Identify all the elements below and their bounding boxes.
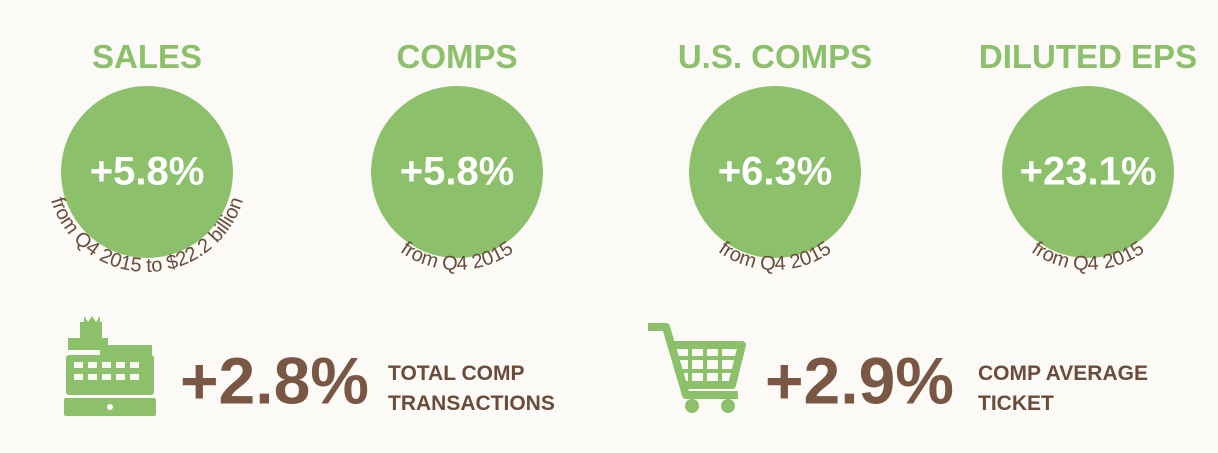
highlight-value: +2.9% xyxy=(765,343,954,417)
metric-title: SALES xyxy=(92,38,202,75)
cart-icon xyxy=(648,323,746,413)
metric-title: DILUTED EPS xyxy=(979,38,1197,75)
register-icon xyxy=(64,316,156,416)
metric-value: +5.8% xyxy=(90,150,205,194)
metric-circle xyxy=(1002,86,1174,258)
highlight-label: TICKET xyxy=(978,392,1054,415)
metric-value: +23.1% xyxy=(1020,150,1157,194)
metric-value: +6.3% xyxy=(718,150,833,194)
metric-value: +5.8% xyxy=(400,150,515,194)
highlight-label: TOTAL COMP xyxy=(388,362,525,385)
metric-circle xyxy=(61,86,233,258)
highlight-label: TRANSACTIONS xyxy=(388,392,555,415)
highlight-label: COMP AVERAGE xyxy=(978,362,1148,385)
metric-circle xyxy=(371,86,543,258)
metric-title: U.S. COMPS xyxy=(678,38,872,75)
highlight-value: +2.8% xyxy=(180,343,369,417)
metric-circle xyxy=(689,86,861,258)
metric-title: COMPS xyxy=(396,38,517,75)
